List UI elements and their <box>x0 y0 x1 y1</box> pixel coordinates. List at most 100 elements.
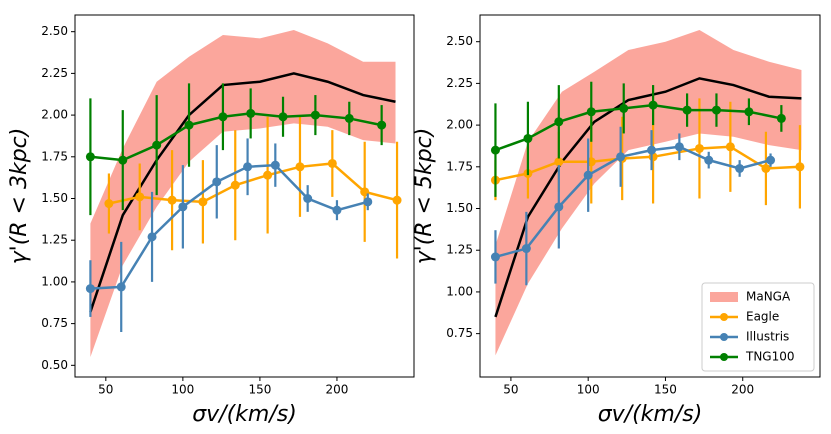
marker <box>246 108 256 118</box>
y-tick-label: 2.25 <box>41 66 68 80</box>
series-line <box>90 112 382 162</box>
marker <box>116 282 126 292</box>
marker <box>327 158 337 168</box>
marker <box>332 205 342 215</box>
marker <box>167 195 177 205</box>
marker <box>178 202 188 212</box>
legend-patch <box>710 292 738 302</box>
x-tick-label: 100 <box>577 383 600 397</box>
y-tick-label: 1.50 <box>41 191 68 205</box>
legend-marker <box>720 333 728 341</box>
series-line <box>495 103 782 152</box>
x-tick-label: 200 <box>731 383 754 397</box>
x-axis-label: σv/(km/s) <box>598 402 703 427</box>
panel: 50 100 150 200 0.75 1.00 1.25 1.50 1.75 2.00 2.25 2… <box>412 14 821 427</box>
marker <box>766 155 776 165</box>
marker <box>230 180 240 190</box>
marker <box>523 133 533 143</box>
marker <box>619 103 629 113</box>
legend-label: Illustris <box>746 330 789 344</box>
y-tick-label: 1.25 <box>41 233 68 247</box>
y-tick-label: 1.25 <box>446 243 473 257</box>
legend-label: TNG100 <box>745 350 795 364</box>
marker <box>263 170 273 180</box>
marker <box>583 170 593 180</box>
marker <box>616 152 626 162</box>
marker <box>490 252 500 262</box>
marker <box>761 163 771 173</box>
marker <box>554 157 564 167</box>
y-axis-label: γ'(R < 3kpc) <box>7 128 32 265</box>
x-tick-label: 150 <box>248 383 271 397</box>
x-tick-label: 150 <box>654 383 677 397</box>
marker <box>711 105 721 115</box>
marker <box>243 162 253 172</box>
legend-box <box>701 282 815 372</box>
marker <box>795 162 805 172</box>
marker <box>744 107 754 117</box>
legend: MaNGA Eagle Illustris TNG100 <box>701 282 815 372</box>
marker <box>344 113 354 123</box>
series-line <box>108 162 398 205</box>
x-tick-label: 100 <box>171 383 194 397</box>
axes-frame <box>74 14 415 378</box>
marker <box>776 113 786 123</box>
median-line <box>494 77 802 318</box>
legend-label: Eagle <box>746 310 779 324</box>
x-tick-label: 50 <box>98 383 113 397</box>
marker <box>104 199 114 209</box>
marker <box>647 145 657 155</box>
marker <box>682 105 692 115</box>
marker <box>295 162 305 172</box>
marker <box>392 195 402 205</box>
legend-marker <box>720 353 728 361</box>
y-tick-label: 1.75 <box>446 159 473 173</box>
y-tick-label: 2.00 <box>446 118 473 132</box>
series-line <box>90 163 369 290</box>
panel: 50 100 150 200 0.50 0.75 1.00 1.25 1.50 1.75 2.00 2… <box>7 14 415 427</box>
y-tick-label: 1.50 <box>446 201 473 215</box>
y-tick-label: 1.00 <box>41 274 68 288</box>
marker <box>490 145 500 155</box>
marker <box>135 192 145 202</box>
x-axis-label: σv/(km/s) <box>192 402 297 427</box>
marker <box>363 197 373 207</box>
marker <box>554 117 564 127</box>
y-tick-label: 0.75 <box>41 316 68 330</box>
marker <box>152 140 162 150</box>
y-tick-label: 2.25 <box>446 76 473 90</box>
marker <box>212 177 222 187</box>
marker <box>85 284 95 294</box>
legend-label: MaNGA <box>746 290 791 304</box>
marker <box>310 110 320 120</box>
marker <box>198 197 208 207</box>
marker <box>184 120 194 130</box>
y-tick-label: 1.75 <box>41 149 68 163</box>
marker <box>648 100 658 110</box>
legend-marker <box>720 313 728 321</box>
y-tick-label: 2.50 <box>446 34 473 48</box>
marker <box>704 155 714 165</box>
marker <box>735 163 745 173</box>
marker <box>278 112 288 122</box>
y-tick-label: 0.75 <box>446 326 473 340</box>
marker <box>554 202 564 212</box>
marker <box>147 232 157 242</box>
y-tick-label: 0.50 <box>41 358 68 372</box>
y-tick-label: 1.00 <box>446 284 473 298</box>
marker <box>85 152 95 162</box>
marker <box>674 142 684 152</box>
marker <box>694 143 704 153</box>
marker <box>303 194 313 204</box>
y-tick-label: 2.00 <box>41 108 68 122</box>
y-axis-label: γ'(R < 5kpc) <box>412 128 437 265</box>
marker <box>218 112 228 122</box>
y-tick-label: 2.50 <box>41 24 68 38</box>
manga-band <box>90 30 396 357</box>
marker <box>521 244 531 254</box>
marker <box>118 155 128 165</box>
marker <box>377 120 387 130</box>
x-tick-label: 200 <box>326 383 349 397</box>
axes-frame <box>479 14 821 378</box>
